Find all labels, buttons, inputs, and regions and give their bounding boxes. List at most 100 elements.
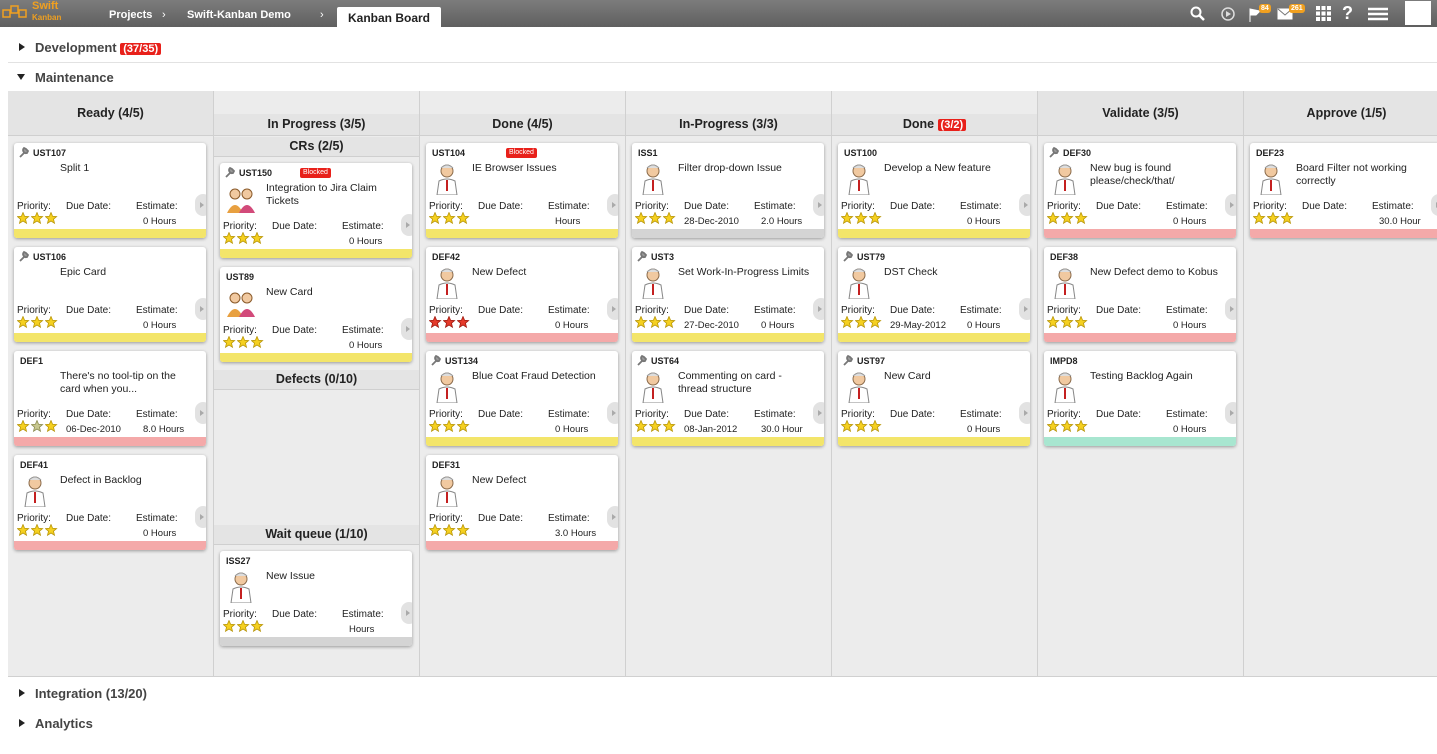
due-label: Due Date: [272, 221, 318, 232]
priority-star [457, 420, 470, 433]
estimate-label: Estimate: [1166, 201, 1208, 212]
card[interactable]: DEF30 New bug is found please/check/that/… [1044, 143, 1236, 238]
estimate: 0 Hours [967, 320, 1001, 331]
card[interactable]: DEF31 New Defect Priority: Due Date: Estimat… [426, 455, 618, 550]
estimate: 0 Hours [761, 320, 795, 331]
priority-star [45, 420, 58, 433]
estimate: 2.0 Hours [761, 216, 803, 227]
card[interactable]: UST106 Epic Card Priority: Due Date: Estimat… [14, 247, 206, 342]
priority-star [1061, 212, 1074, 225]
section-title[interactable]: Maintenance [35, 70, 114, 85]
collapse-arrow[interactable] [16, 73, 26, 81]
card-arrow[interactable] [813, 298, 824, 320]
priority-label: Priority: [429, 409, 463, 420]
card[interactable]: UST79 DST Check Priority: Due Date: Estimate… [838, 247, 1030, 342]
card[interactable]: DEF41 Defect in Backlog Priority: Due Date:… [14, 455, 206, 550]
due-label: Due Date: [66, 201, 112, 212]
card-arrow[interactable] [607, 194, 618, 216]
due-date: 27-Dec-2010 [684, 320, 739, 331]
estimate: 3.0 Hours [555, 528, 597, 539]
card[interactable]: DEF42 New Defect Priority: Due Date: Estimat… [426, 247, 618, 342]
card[interactable]: UST100 Develop a New feature Priority: Due … [838, 143, 1030, 238]
play-icon[interactable] [1220, 6, 1236, 22]
expand-arrow[interactable] [18, 718, 26, 728]
card-arrow[interactable] [813, 402, 824, 424]
flag-icon[interactable] [1248, 7, 1262, 23]
status-bar [14, 333, 206, 342]
arrow-icon [612, 306, 616, 312]
card[interactable]: DEF38 New Defect demo to Kobus Priority: Du… [1044, 247, 1236, 342]
card[interactable]: UST104 Blocked IE Browser Issues Priority: D… [426, 143, 618, 238]
estimate-label: Estimate: [960, 201, 1002, 212]
card[interactable]: ISS27 New Issue Priority: Due Date: Estimate… [220, 551, 412, 646]
card-arrow[interactable] [195, 298, 206, 320]
card-arrow[interactable] [1019, 298, 1030, 320]
card-id: UST79 [857, 252, 886, 262]
status-bar [14, 541, 206, 550]
priority-star [663, 420, 676, 433]
card-arrow[interactable] [195, 402, 206, 424]
card-arrow[interactable] [813, 194, 824, 216]
section-title[interactable]: Integration (13/20) [35, 686, 147, 701]
card[interactable]: ISS1 Filter drop-down Issue Priority: Due D… [632, 143, 824, 238]
card-arrow[interactable] [1431, 194, 1437, 216]
arrow-icon [612, 202, 616, 208]
breadcrumb[interactable]: Swift-Kanban Demo [187, 9, 291, 21]
priority-star [457, 316, 470, 329]
section-title[interactable]: Analytics [35, 716, 93, 731]
due-label: Due Date: [1096, 409, 1142, 420]
card-arrow[interactable] [195, 194, 206, 216]
estimate: 0 Hours [1173, 216, 1207, 227]
card[interactable]: UST107 Split 1 Priority: Due Date: Estimate:… [14, 143, 206, 238]
wrench-icon [431, 354, 442, 366]
card[interactable]: UST3 Set Work-In-Progress Limits Priority:… [632, 247, 824, 342]
due-label: Due Date: [478, 201, 524, 212]
card-arrow[interactable] [401, 318, 412, 340]
priority-label: Priority: [1047, 409, 1081, 420]
card[interactable]: UST64 Commenting on card - thread structu… [632, 351, 824, 446]
menu-icon[interactable] [1368, 7, 1388, 21]
card-id: UST150 [239, 168, 273, 178]
card-arrow[interactable] [401, 214, 412, 236]
logo: Swift Kanban [32, 1, 61, 23]
card-arrow[interactable] [607, 506, 618, 528]
card-arrow[interactable] [607, 298, 618, 320]
card-arrow[interactable] [1019, 194, 1030, 216]
card-arrow[interactable] [1225, 298, 1236, 320]
expand-arrow[interactable] [18, 42, 26, 52]
priority-star [31, 420, 44, 433]
card-arrow[interactable] [401, 602, 412, 624]
breadcrumb[interactable]: Projects [109, 9, 153, 21]
help-icon[interactable]: ? [1342, 3, 1353, 23]
due-label: Due Date: [1302, 201, 1348, 212]
priority-label: Priority: [17, 513, 51, 524]
card-arrow[interactable] [607, 402, 618, 424]
card[interactable]: DEF23 Board Filter not working correctly P… [1250, 143, 1437, 238]
wip-badge: (3/2) [937, 119, 967, 131]
estimate: 0 Hours [555, 424, 589, 435]
card[interactable]: DEF1 There's no tool-tip on the card when… [14, 351, 206, 446]
card[interactable]: UST97 New Card Priority: Due Date: Estimate:… [838, 351, 1030, 446]
avatar [436, 268, 458, 299]
card[interactable]: UST89 New Card Priority: Due Date: Estimate:… [220, 267, 412, 362]
user-avatar[interactable] [1405, 1, 1431, 25]
estimate-label: Estimate: [960, 409, 1002, 420]
search-icon[interactable] [1190, 6, 1206, 22]
expand-arrow[interactable] [18, 688, 26, 698]
due-label: Due Date: [478, 513, 524, 524]
column-header: Validate (3/5) [1038, 91, 1243, 136]
card[interactable]: UST150 Blocked Integration to Jira Claim T… [220, 163, 412, 258]
card[interactable]: IMPD8 Testing Backlog Again Priority: Due D… [1044, 351, 1236, 446]
card-arrow[interactable] [1225, 194, 1236, 216]
card-arrow[interactable] [195, 506, 206, 528]
card[interactable]: UST134 Blue Coat Fraud Detection Priority:… [426, 351, 618, 446]
status-bar [14, 229, 206, 238]
tab[interactable]: Kanban Board [337, 7, 441, 27]
card-title: Board Filter not working correctly [1296, 162, 1407, 187]
section-header[interactable]: Development (37/35) [35, 40, 162, 55]
due-label: Due Date: [66, 305, 112, 316]
card-arrow[interactable] [1225, 402, 1236, 424]
card-id: DEF30 [1063, 148, 1092, 158]
card-arrow[interactable] [1019, 402, 1030, 424]
apps-icon[interactable] [1316, 6, 1331, 21]
